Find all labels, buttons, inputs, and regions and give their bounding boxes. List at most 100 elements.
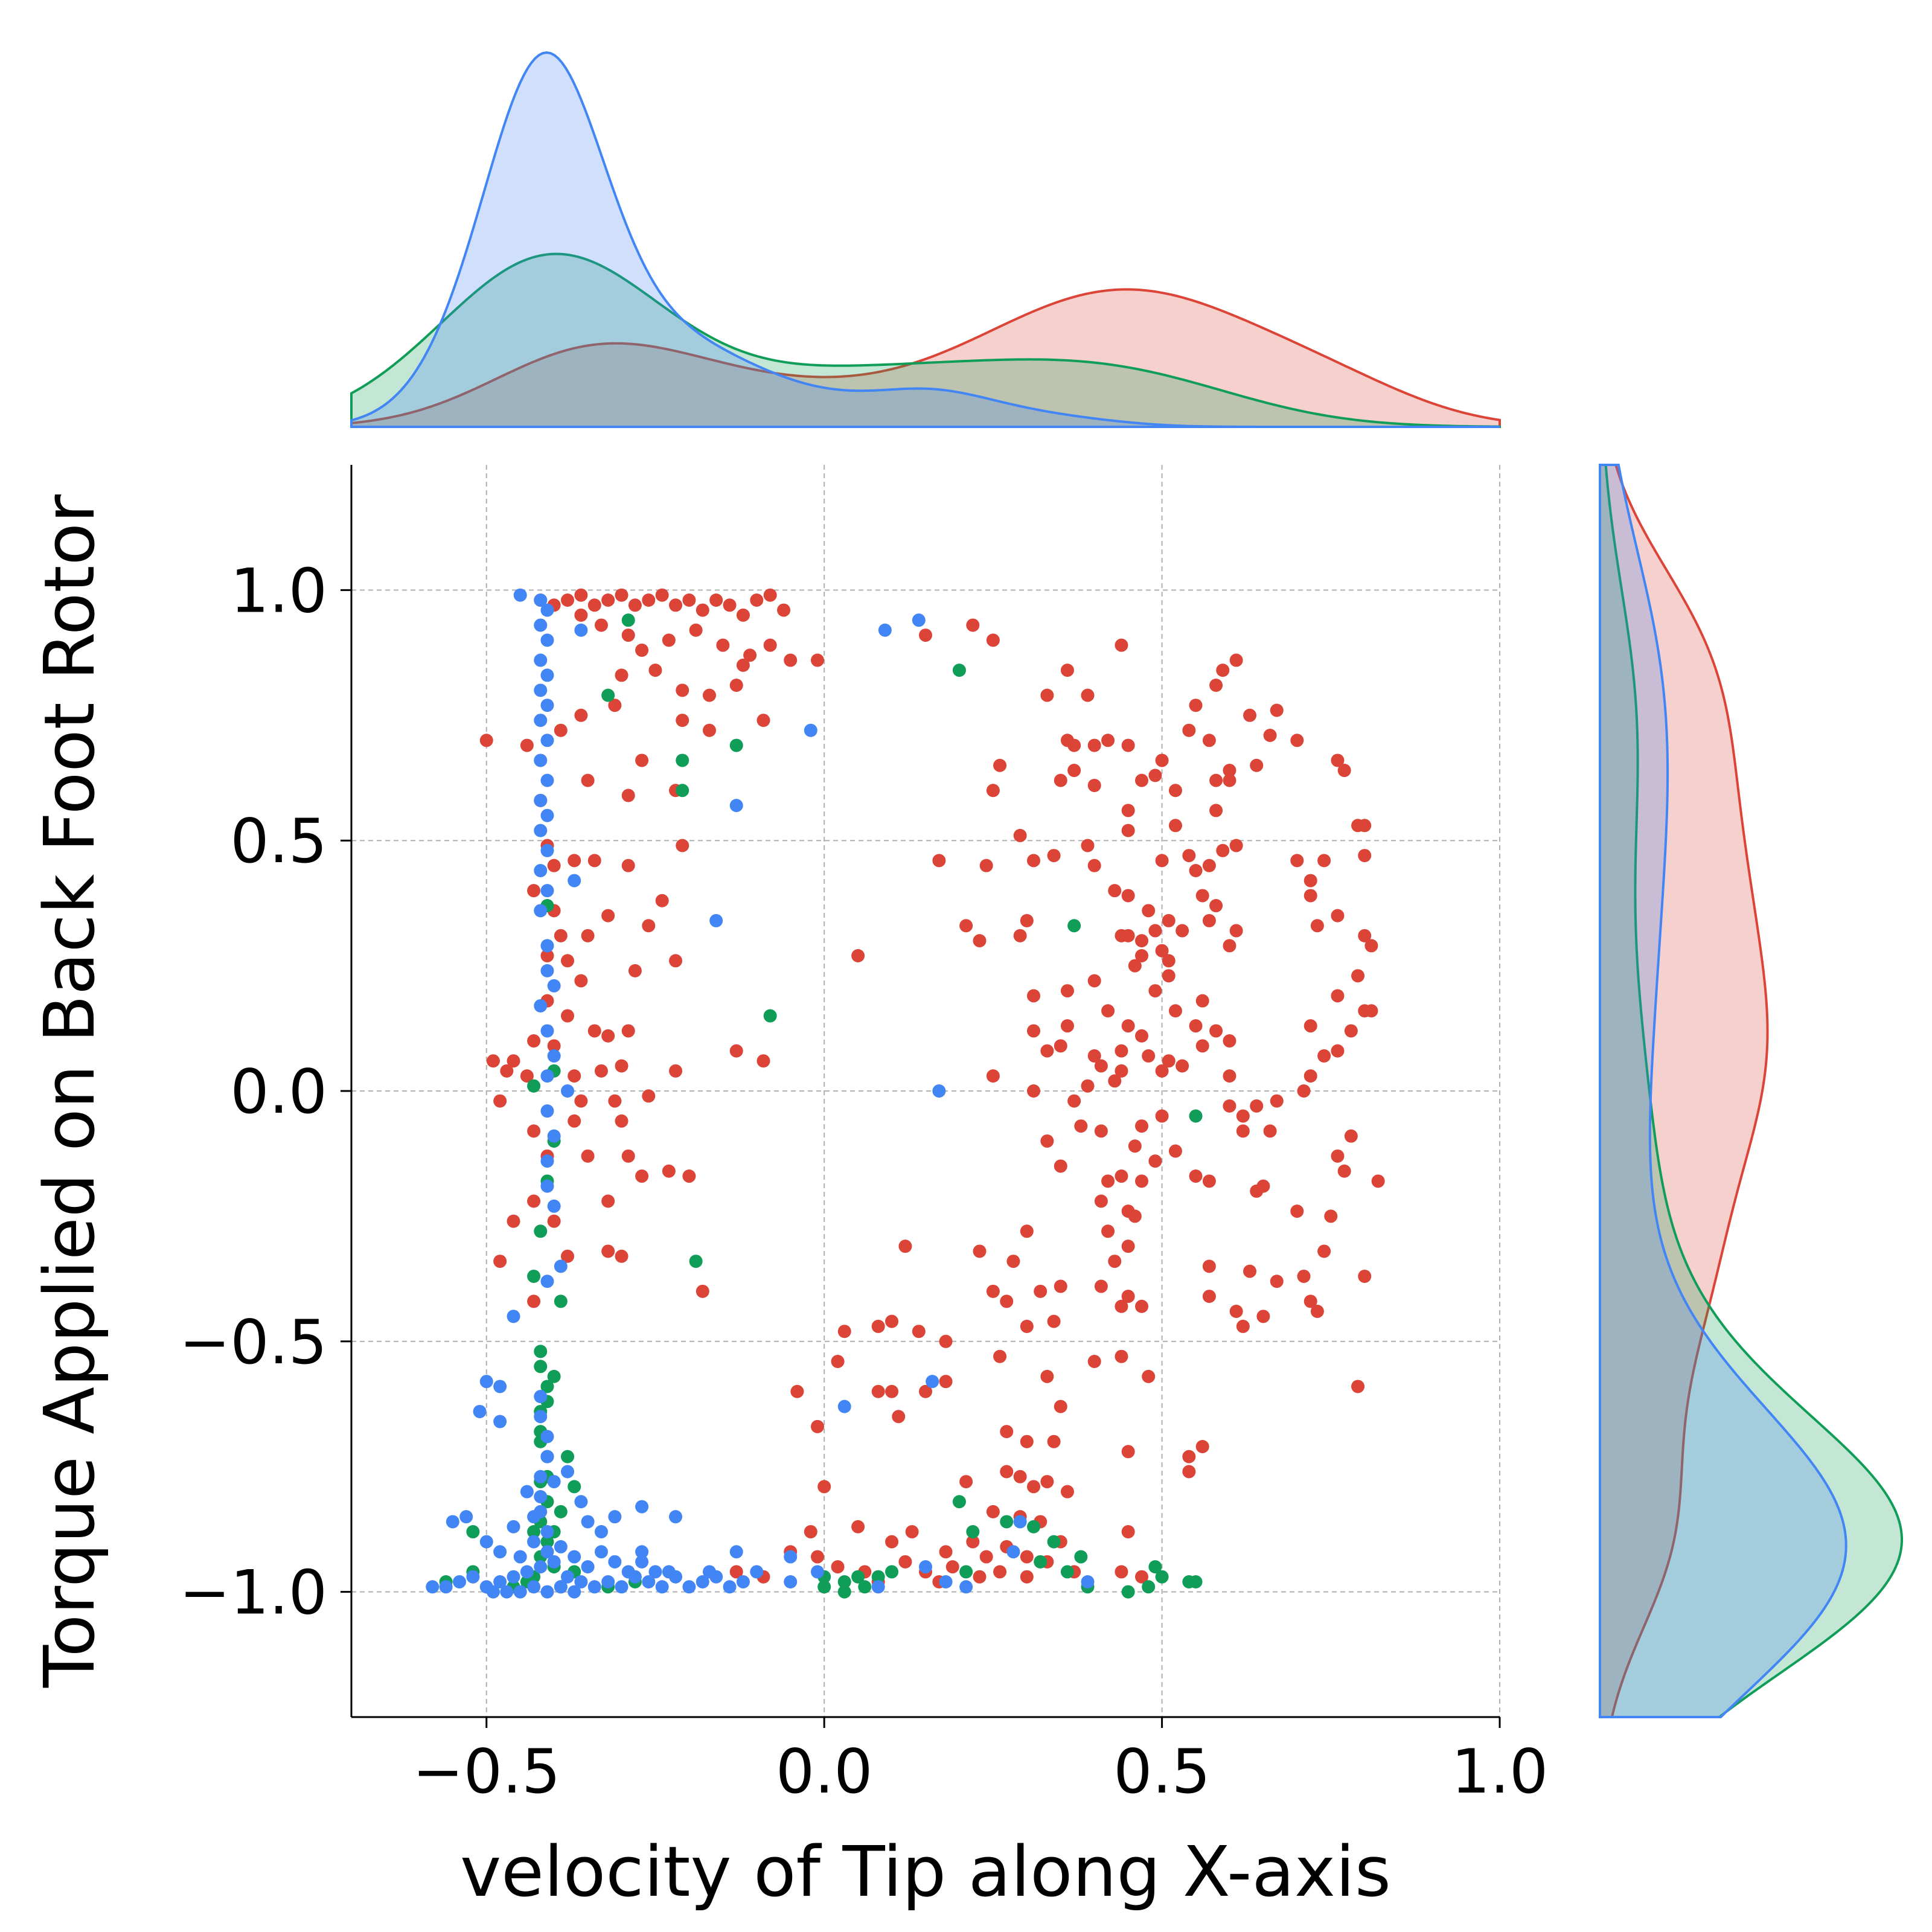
point-s2-127 [513, 1585, 527, 1599]
point-s0-212 [1223, 1099, 1236, 1113]
point-s0-254 [1243, 708, 1257, 722]
point-s2-128 [500, 1585, 514, 1599]
point-s0-39 [554, 723, 568, 737]
point-s0-69 [621, 1024, 635, 1038]
point-s2-3 [534, 618, 548, 632]
point-s2-92 [513, 1550, 527, 1564]
point-s0-202 [1337, 1164, 1351, 1178]
point-s1-2 [676, 753, 689, 767]
point-s2-17 [534, 863, 548, 877]
point-s0-200 [1317, 1244, 1331, 1258]
point-s0-320 [1060, 734, 1074, 747]
point-s0-288 [1223, 1069, 1236, 1083]
point-s0-86 [527, 1124, 541, 1138]
point-s0-198 [1303, 1294, 1317, 1308]
point-s0-169 [1087, 1354, 1101, 1368]
point-s0-318 [1087, 738, 1101, 752]
point-s0-304 [1060, 984, 1074, 998]
point-s0-322 [1067, 764, 1081, 778]
point-s1-60 [1000, 1515, 1014, 1529]
point-s0-121 [1000, 1425, 1014, 1439]
point-s2-104 [635, 1500, 649, 1514]
point-s2-101 [581, 1515, 595, 1529]
point-s2-89 [446, 1515, 459, 1529]
point-s2-121 [784, 1575, 798, 1589]
point-s2-82 [723, 1580, 737, 1594]
point-s0-19 [574, 608, 588, 622]
point-s0-49 [547, 859, 561, 872]
point-s2-10 [540, 734, 554, 747]
point-s1-67 [1148, 1560, 1162, 1574]
point-s0-357 [851, 949, 865, 963]
y-axis-title: Torque Applied on Back Foot Rotor [30, 494, 110, 1688]
point-s0-83 [608, 1094, 622, 1108]
point-s0-309 [1135, 949, 1149, 963]
point-s0-14 [723, 598, 737, 612]
point-s0-25 [716, 638, 730, 652]
point-s0-36 [608, 699, 622, 712]
point-s2-2 [540, 603, 554, 617]
point-s0-272 [1162, 913, 1176, 927]
point-s0-255 [1270, 703, 1284, 717]
point-s0-128 [1060, 1485, 1074, 1499]
point-s0-190 [1202, 1259, 1216, 1273]
point-s0-224 [1364, 1004, 1378, 1018]
point-s0-339 [1027, 1024, 1041, 1038]
point-s2-79 [682, 1580, 696, 1594]
point-s0-149 [945, 1560, 959, 1574]
point-s0-257 [1148, 769, 1162, 782]
point-s0-91 [621, 1149, 635, 1163]
point-s0-73 [486, 1054, 500, 1068]
point-s0-192 [1229, 1305, 1243, 1319]
point-s0-167 [1040, 1369, 1054, 1383]
point-s0-270 [1202, 913, 1216, 927]
point-s0-88 [615, 1114, 629, 1128]
point-s0-26 [743, 648, 757, 662]
point-s2-5 [534, 653, 548, 667]
point-s2-57 [540, 1525, 554, 1539]
point-s0-110 [831, 1354, 845, 1368]
point-s0-17 [763, 588, 777, 602]
point-s0-347 [1128, 1139, 1142, 1153]
point-s0-31 [676, 683, 689, 697]
point-s0-328 [1013, 828, 1027, 842]
point-s0-335 [959, 919, 973, 933]
point-s1-58 [966, 1525, 980, 1539]
point-s0-80 [729, 1044, 743, 1058]
point-s2-8 [540, 699, 554, 712]
point-s0-40 [520, 738, 534, 752]
point-s0-250 [1189, 699, 1203, 712]
point-s0-263 [1202, 859, 1216, 872]
point-s0-61 [561, 954, 575, 968]
point-s0-101 [615, 1249, 629, 1263]
point-s2-12 [540, 773, 554, 787]
point-s0-232 [1303, 889, 1317, 903]
point-s2-122 [871, 1580, 885, 1594]
point-s0-280 [1162, 954, 1176, 968]
point-s0-207 [1371, 1174, 1385, 1188]
point-s0-50 [568, 854, 581, 868]
point-s0-29 [615, 668, 629, 682]
point-s2-95 [581, 1560, 595, 1574]
point-s2-97 [608, 1555, 622, 1569]
point-s1-7 [1067, 919, 1081, 933]
point-s2-51 [534, 1410, 548, 1424]
point-s0-187 [1094, 1194, 1108, 1208]
point-s1-51 [851, 1570, 865, 1584]
point-s0-326 [1040, 688, 1054, 702]
point-s0-165 [1142, 1369, 1156, 1383]
top-marginal-kde [350, 51, 1501, 428]
point-s0-150 [973, 1570, 987, 1584]
point-s0-166 [1115, 1349, 1128, 1363]
point-s0-358 [736, 658, 750, 672]
point-s0-210 [1256, 1179, 1270, 1193]
point-s2-98 [621, 1565, 635, 1579]
point-s2-115 [919, 1560, 932, 1574]
point-s0-177 [1034, 1284, 1048, 1298]
point-s0-120 [959, 1475, 973, 1489]
point-s0-225 [1303, 1019, 1317, 1033]
point-s0-11 [682, 593, 696, 607]
point-s0-299 [1087, 1049, 1101, 1063]
point-s0-28 [784, 653, 798, 667]
point-s2-91 [493, 1545, 507, 1559]
